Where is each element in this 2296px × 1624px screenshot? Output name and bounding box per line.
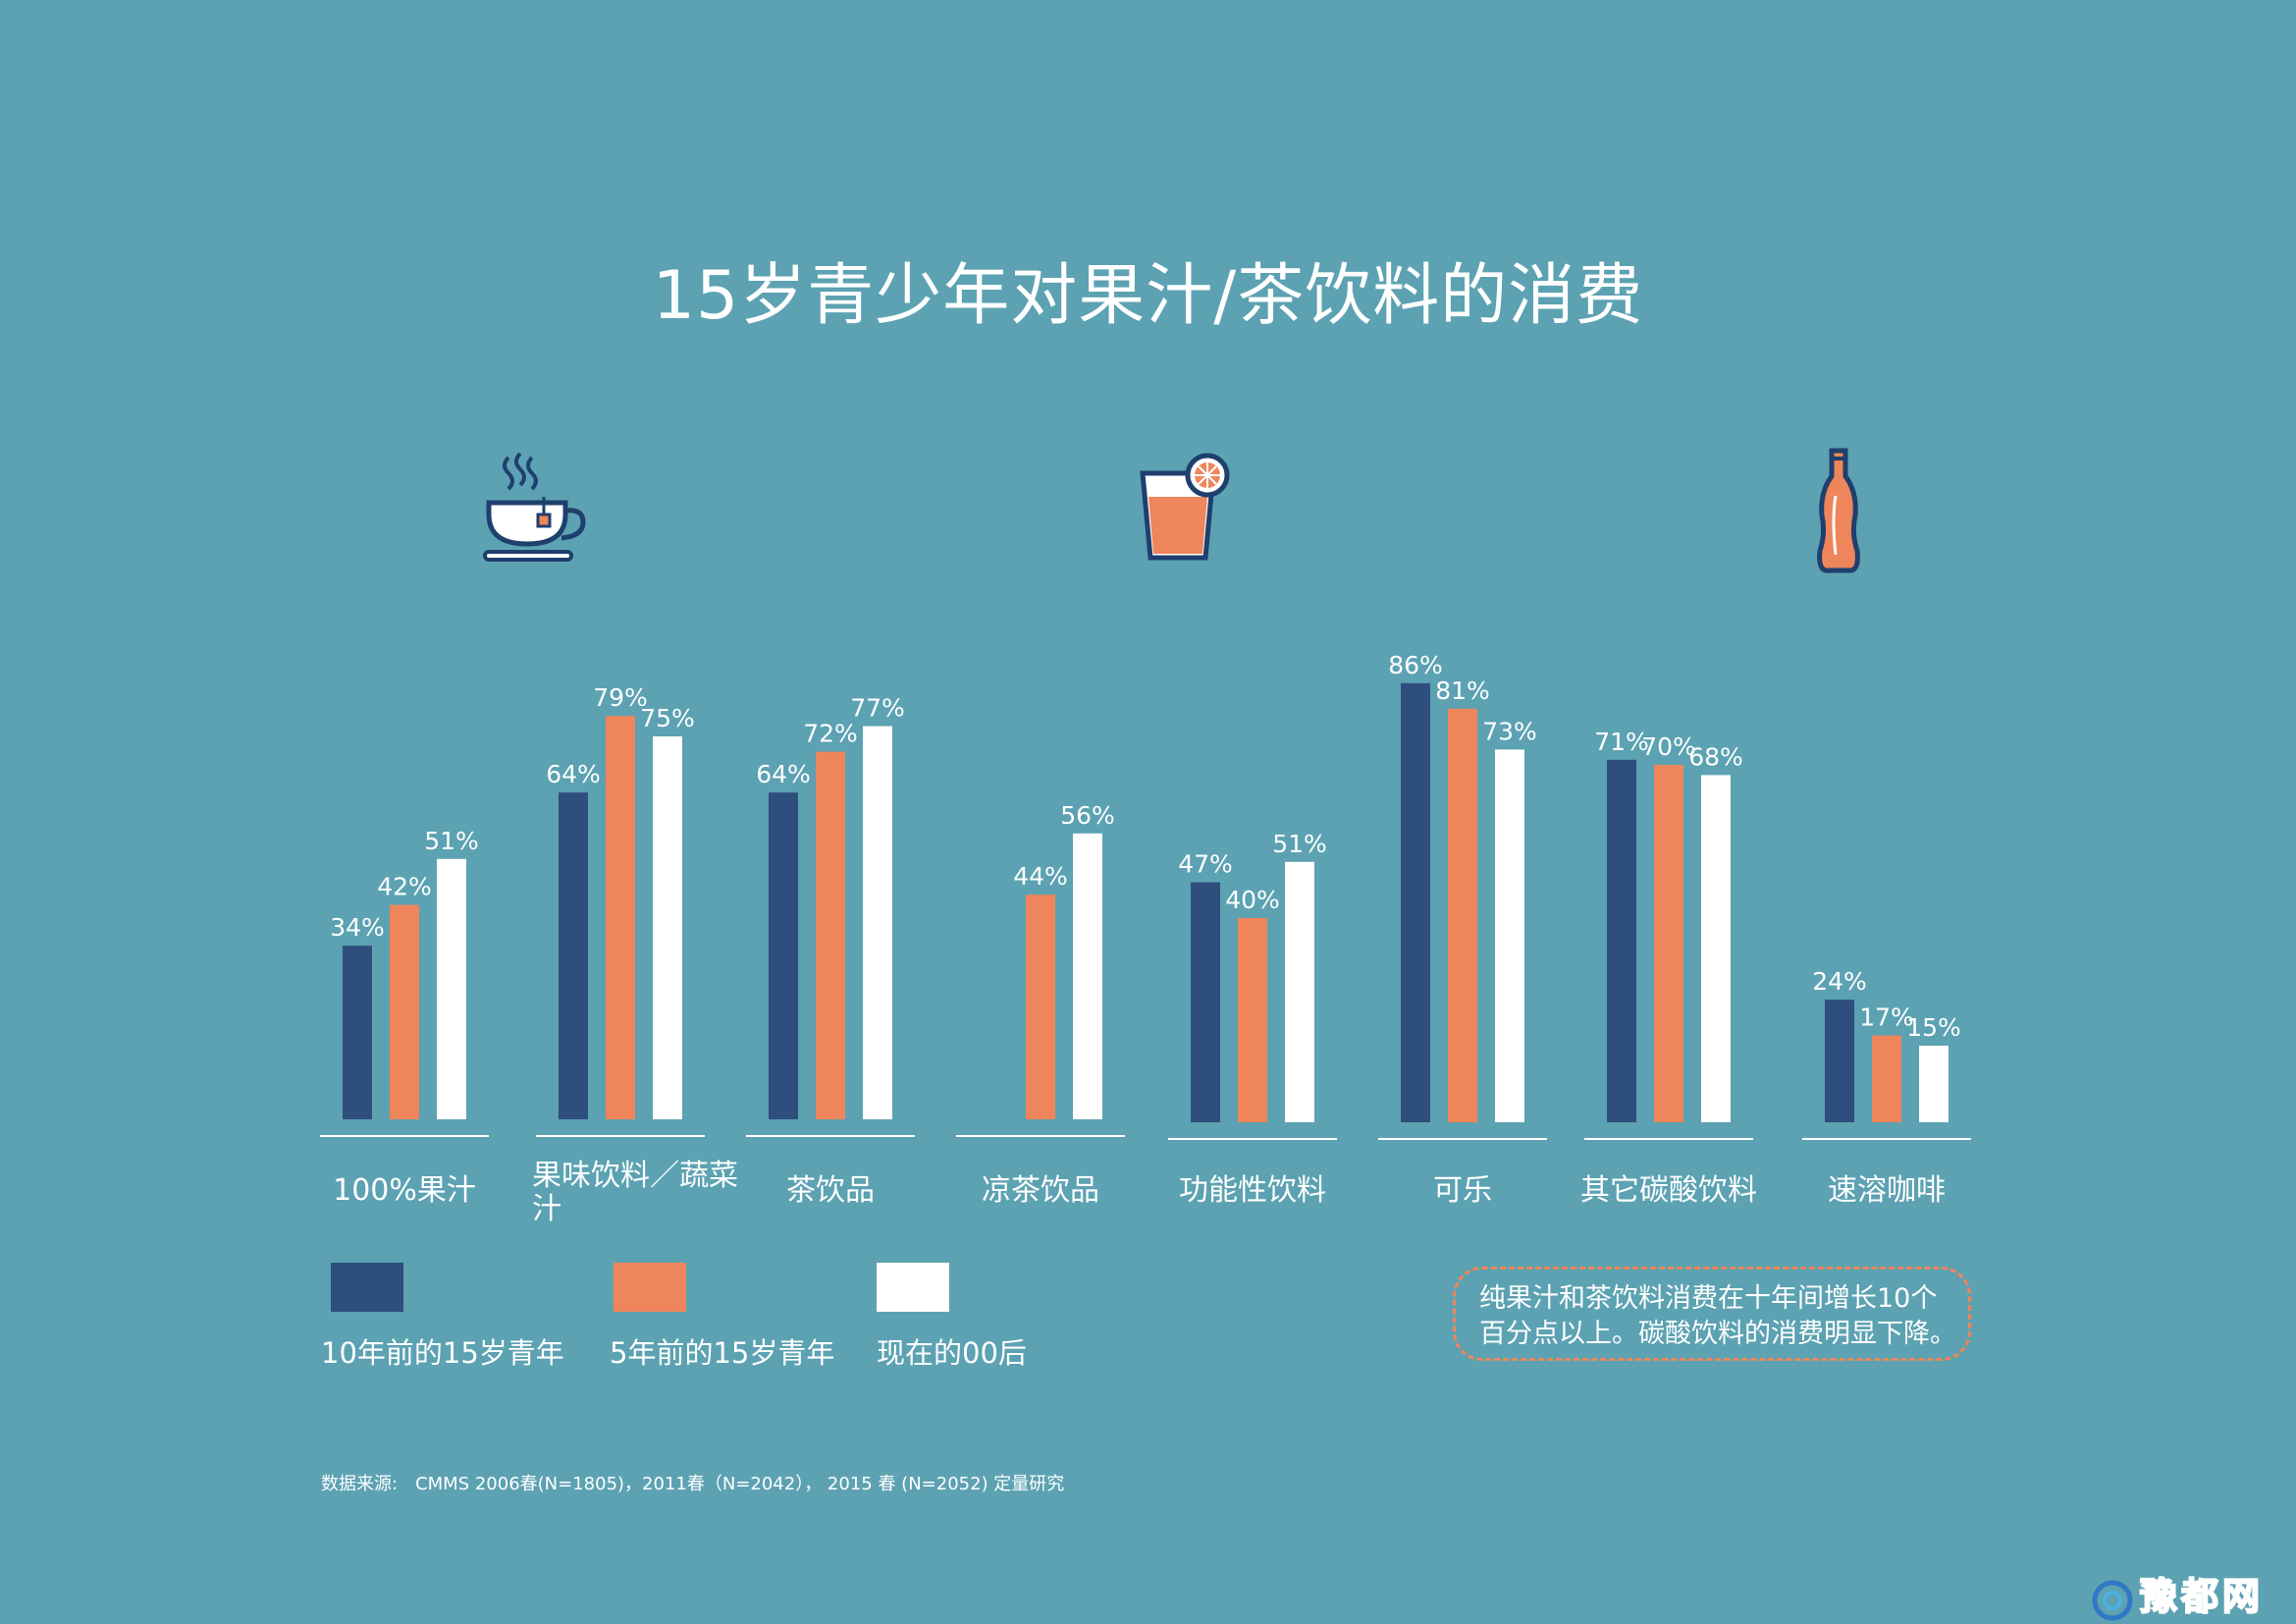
bar-3-8 (1919, 1046, 1949, 1122)
bar-1-3 (769, 792, 798, 1119)
watermark-text: 豫都网 (2139, 1573, 2265, 1619)
value-label-3-7: 68% (1688, 742, 1743, 771)
tea-cup-icon (483, 452, 586, 562)
bar-2-8 (1872, 1035, 1901, 1122)
bar-2-2 (606, 716, 635, 1119)
note-line-2: 百分点以上。碳酸饮料的消费明显下降。 (1479, 1319, 1956, 1349)
bar-2-1 (390, 904, 419, 1119)
value-label-3-5: 51% (1272, 830, 1327, 858)
value-label-1-3: 64% (756, 760, 811, 788)
bar-3-4 (1073, 833, 1102, 1119)
bar-1-1 (343, 946, 372, 1119)
value-label-2-2: 79% (593, 683, 648, 712)
value-label-2-3: 72% (803, 720, 858, 748)
bar-2-4 (1026, 894, 1055, 1119)
bar-3-1 (437, 858, 466, 1119)
bar-1-6 (1401, 682, 1430, 1122)
legend-label-10y: 10年前的15岁青年 (321, 1336, 564, 1370)
bar-2-3 (816, 751, 845, 1119)
chart-title: 15岁青少年对果汁/茶饮料的消费 (652, 257, 1644, 335)
legend-label-now: 现在的00后 (877, 1336, 1027, 1370)
value-label-3-6: 73% (1482, 717, 1537, 745)
category-label-5: 功能性饮料 (1179, 1173, 1326, 1208)
value-label-2-5: 40% (1225, 886, 1280, 914)
watermark-swirl-icon (2092, 1580, 2133, 1620)
category-label-7: 其它碳酸饮料 (1580, 1173, 1757, 1208)
value-label-3-3: 77% (850, 694, 905, 723)
value-label-3-1: 51% (424, 827, 479, 855)
data-source: 数据来源: CMMS 2006春(N=1805)，2011春（N=2042）， … (321, 1474, 1065, 1494)
value-label-1-7: 71% (1594, 728, 1649, 756)
bar-3-2 (653, 736, 682, 1119)
legend-swatch-now (877, 1263, 949, 1312)
value-label-1-2: 64% (546, 760, 601, 788)
category-label-8: 速溶咖啡 (1828, 1173, 1946, 1208)
legend-swatch-5y (614, 1263, 686, 1312)
watermark: 豫都网 (2091, 1566, 2264, 1622)
value-label-1-6: 86% (1388, 651, 1443, 679)
legend-swatch-10y (331, 1263, 403, 1312)
value-label-3-4: 56% (1060, 801, 1115, 830)
value-label-2-1: 42% (377, 873, 432, 901)
value-label-3-2: 75% (640, 704, 695, 732)
value-label-1-5: 47% (1178, 850, 1233, 879)
bar-2-7 (1654, 765, 1683, 1122)
soda-bottle-icon (1817, 448, 1860, 573)
bar-3-6 (1495, 749, 1524, 1122)
category-label-3: 茶饮品 (786, 1173, 875, 1208)
category-label-4: 凉茶饮品 (982, 1173, 1099, 1208)
value-label-2-4: 44% (1013, 862, 1068, 891)
bar-3-3 (863, 726, 892, 1119)
insight-note: 纯果汁和茶饮料消费在十年间增长10个 百分点以上。碳酸饮料的消费明显下降。 (1453, 1267, 1971, 1361)
legend-label-5y: 5年前的15岁青年 (610, 1336, 835, 1370)
bar-2-6 (1448, 708, 1477, 1122)
category-label-6: 可乐 (1433, 1173, 1492, 1208)
bar-3-5 (1285, 861, 1314, 1122)
juice-glass-icon (1140, 453, 1230, 561)
category-label-2: 果味饮料／蔬菜汁 (532, 1159, 738, 1226)
value-label-2-6: 81% (1435, 677, 1490, 705)
value-label-2-7: 70% (1641, 732, 1696, 761)
value-label-2-8: 17% (1859, 1003, 1914, 1032)
bar-1-8 (1825, 1000, 1854, 1122)
bar-3-7 (1701, 775, 1731, 1122)
category-label-1: 100%果汁 (333, 1173, 476, 1208)
note-line-1: 纯果汁和茶饮料消费在十年间增长10个 (1479, 1283, 1938, 1314)
value-label-3-8: 15% (1906, 1013, 1961, 1042)
bar-2-5 (1238, 918, 1267, 1122)
value-label-1-1: 34% (330, 913, 385, 942)
bar-1-7 (1607, 759, 1636, 1122)
value-label-1-8: 24% (1812, 967, 1867, 996)
bar-1-2 (559, 792, 588, 1119)
bar-1-5 (1191, 882, 1220, 1122)
